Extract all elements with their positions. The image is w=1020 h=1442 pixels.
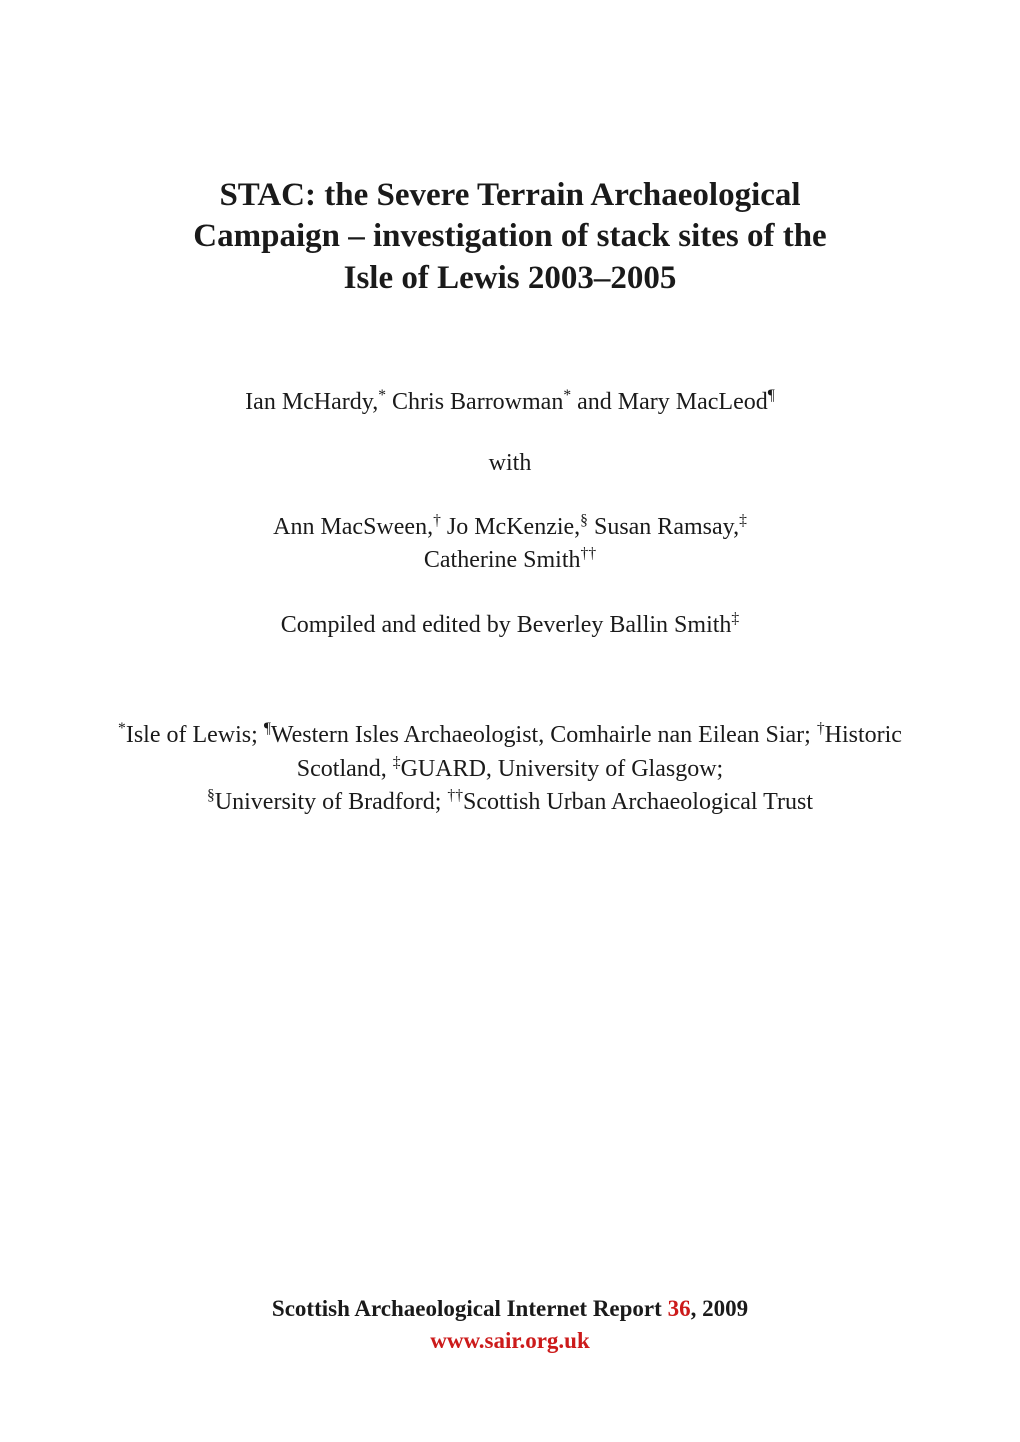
author-ramsay: Susan Ramsay, bbox=[588, 514, 739, 540]
author-join: and bbox=[571, 389, 618, 415]
editor-line: Compiled and edited by Beverley Ballin S… bbox=[281, 612, 739, 639]
affil-mark: ‡ bbox=[739, 512, 747, 529]
affil-western-isles: Western Isles Archaeologist, Comhairle n… bbox=[271, 722, 817, 748]
affil-mark: ‡ bbox=[393, 754, 401, 771]
author-macsween: Ann MacSween, bbox=[273, 514, 433, 540]
affil-mark: ¶ bbox=[264, 720, 271, 737]
report-title: STAC: the Severe Terrain Archaeological … bbox=[193, 175, 826, 299]
page-footer: Scottish Archaeological Internet Report … bbox=[0, 1293, 1020, 1357]
editor-prefix: Compiled and edited by bbox=[281, 612, 517, 638]
report-number: 36 bbox=[668, 1296, 691, 1321]
secondary-authors: Ann MacSween,† Jo McKenzie,§ Susan Ramsa… bbox=[273, 511, 747, 578]
author-mckenzie: Jo McKenzie, bbox=[441, 514, 580, 540]
affiliations-block: *Isle of Lewis; ¶Western Isles Archaeolo… bbox=[100, 719, 920, 820]
affil-bradford: University of Bradford; bbox=[215, 789, 448, 815]
affil-lewis: Isle of Lewis; bbox=[126, 722, 264, 748]
affil-mark: ¶ bbox=[768, 387, 775, 404]
affil-mark: * bbox=[118, 720, 126, 737]
author-smith: Catherine Smith bbox=[424, 547, 581, 573]
primary-authors: Ian McHardy,* Chris Barrowman* and Mary … bbox=[245, 389, 775, 416]
affil-mark: † bbox=[817, 720, 825, 737]
author-mchardy: Ian McHardy, bbox=[245, 389, 378, 415]
affil-mark: § bbox=[580, 512, 588, 529]
title-line-3: Isle of Lewis 2003–2005 bbox=[344, 260, 677, 296]
affil-mark: ‡ bbox=[731, 610, 739, 627]
title-line-1: STAC: the Severe Terrain Archaeological bbox=[219, 177, 800, 213]
affil-guard: GUARD, University of Glasgow; bbox=[401, 756, 724, 782]
title-line-2: Campaign – investigation of stack sites … bbox=[193, 218, 826, 254]
with-label: with bbox=[489, 450, 532, 477]
title-page: STAC: the Severe Terrain Archaeological … bbox=[0, 0, 1020, 1442]
affil-suat: Scottish Urban Archaeological Trust bbox=[463, 789, 813, 815]
affil-mark: * bbox=[563, 387, 571, 404]
series-title: Scottish Archaeological Internet Report bbox=[272, 1296, 668, 1321]
author-macleod: Mary MacLeod bbox=[618, 389, 768, 415]
editor-name: Beverley Ballin Smith bbox=[517, 612, 732, 638]
series-url: www.sair.org.uk bbox=[430, 1328, 590, 1353]
affil-mark: * bbox=[378, 387, 386, 404]
affil-mark: †† bbox=[447, 787, 463, 804]
author-barrowman: Chris Barrowman bbox=[386, 389, 563, 415]
affil-mark: †† bbox=[581, 545, 597, 562]
affil-mark: § bbox=[207, 787, 215, 804]
affil-mark: † bbox=[433, 512, 441, 529]
report-year: , 2009 bbox=[691, 1296, 749, 1321]
